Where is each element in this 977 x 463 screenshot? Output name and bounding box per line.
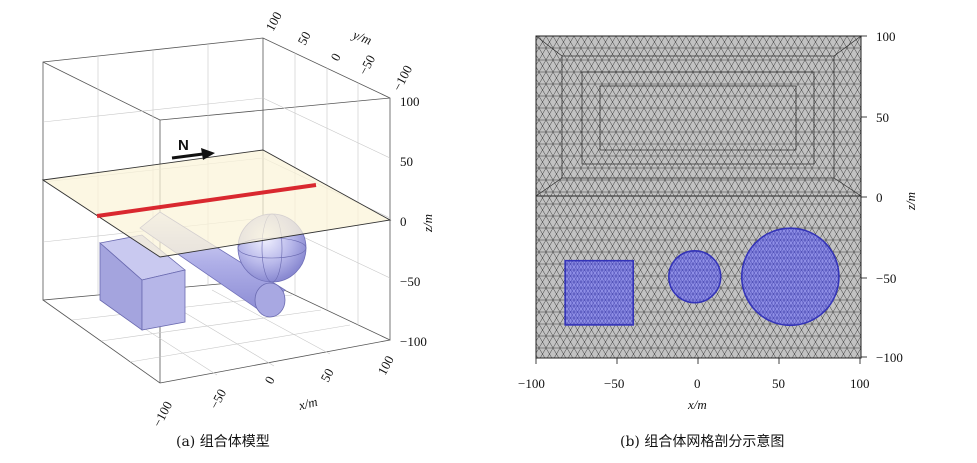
y-tick: 100 [262, 9, 284, 33]
mesh-x-axis-label: x/m [687, 397, 707, 412]
z-axis: 100 50 0 −50 −100 z/m [400, 94, 435, 349]
panel-b-caption: (b) 组合体网格剖分示意图 [620, 433, 784, 450]
x-tick: 50 [317, 366, 336, 385]
mesh-z-tick: 50 [876, 110, 889, 125]
mesh-z-tick: −50 [876, 271, 896, 286]
mesh-circle-body-1 [668, 250, 722, 304]
mesh-refinement-lines [535, 35, 862, 197]
profile-line [96, 183, 317, 218]
panel-a-3d-model: N 100 50 0 −50 −100 y/m 100 50 0 −50 −10… [41, 9, 435, 450]
north-label: N [178, 137, 189, 154]
z-tick: 50 [400, 154, 413, 169]
z-tick: −50 [400, 274, 420, 289]
y-axis: 100 50 0 −50 −100 y/m [262, 9, 415, 93]
z-tick: −100 [400, 334, 427, 349]
y-axis-label: y/m [349, 26, 374, 48]
y-tick: 0 [327, 51, 343, 64]
mesh-z-tick: −100 [876, 350, 903, 365]
north-arrow: N [171, 137, 215, 160]
y-tick: 50 [294, 29, 313, 48]
x-axis-label: x/m [296, 394, 319, 413]
mesh-x-axis: −100 −50 0 50 100 x/m [518, 358, 870, 412]
x-tick: −50 [206, 386, 229, 411]
x-tick: 0 [261, 374, 277, 387]
mesh-z-axis: 100 50 0 −50 −100 z/m [861, 29, 918, 365]
x-axis: −100 −50 0 50 100 x/m [149, 353, 396, 429]
mesh-bodies [564, 227, 840, 327]
mesh-square-body [564, 259, 634, 326]
box-body [99, 234, 186, 331]
mesh-z-axis-label: z/m [903, 192, 918, 211]
y-tick: −50 [355, 52, 378, 77]
observation-plane [41, 149, 392, 258]
mesh-x-tick: 50 [772, 376, 785, 391]
mesh-z-tick: 100 [876, 29, 896, 44]
mesh-circle-body-2 [740, 227, 840, 327]
panel-a-caption: (a) 组合体模型 [176, 434, 270, 450]
z-tick: 100 [400, 94, 420, 109]
panel-b-mesh: −100 −50 0 50 100 x/m 100 50 0 −50 −100 … [518, 29, 918, 450]
mesh-x-tick: 0 [694, 376, 701, 391]
mesh-x-tick: −100 [518, 376, 545, 391]
y-tick: −100 [389, 63, 415, 94]
z-axis-label: z/m [420, 214, 435, 233]
z-tick: 0 [400, 214, 407, 229]
mesh-z-tick: 0 [876, 190, 883, 205]
mesh-x-tick: −50 [604, 376, 624, 391]
x-tick: 100 [374, 353, 396, 377]
mesh-x-tick: 100 [850, 376, 870, 391]
x-tick: −100 [149, 399, 175, 430]
